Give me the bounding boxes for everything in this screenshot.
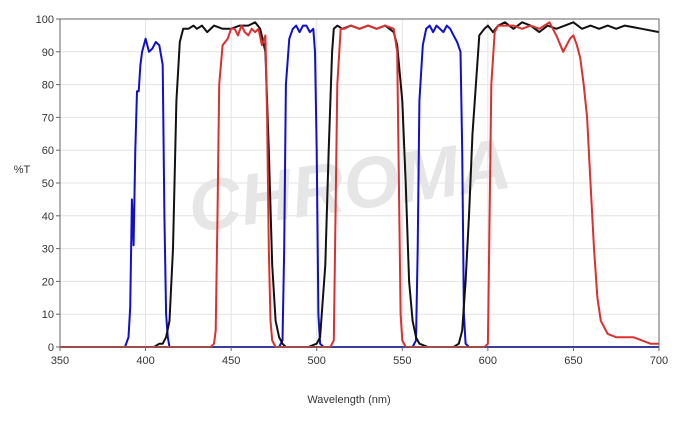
x-tick-label: 600 bbox=[479, 355, 497, 367]
x-axis-ticks: 350 400 450 500 550 600 650 700 bbox=[51, 347, 668, 367]
y-axis-ticks: 0 10 20 30 40 50 60 70 80 90 100 bbox=[36, 14, 60, 354]
x-tick-label: 550 bbox=[393, 355, 411, 367]
x-tick-label: 700 bbox=[650, 355, 668, 367]
watermark-text: CHROMA bbox=[183, 124, 515, 248]
x-tick-label: 650 bbox=[564, 355, 582, 367]
x-tick-label: 450 bbox=[222, 355, 240, 367]
y-tick-label: 20 bbox=[42, 276, 54, 288]
y-tick-label: 40 bbox=[42, 211, 54, 223]
y-tick-label: 90 bbox=[42, 47, 54, 59]
y-tick-label: 70 bbox=[42, 112, 54, 124]
y-tick-label: 30 bbox=[42, 244, 54, 256]
series-lines bbox=[60, 21, 660, 348]
x-tick-label: 500 bbox=[308, 355, 326, 367]
x-tick-label: 400 bbox=[136, 355, 154, 367]
grid-lines bbox=[59, 18, 660, 348]
y-axis-label: %T bbox=[14, 164, 31, 176]
y-tick-label: 10 bbox=[42, 309, 54, 321]
x-axis-label: Wavelength (nm) bbox=[307, 394, 390, 406]
y-tick-label: 50 bbox=[42, 178, 54, 190]
series-line-1 bbox=[60, 24, 659, 348]
series-line-3 bbox=[60, 21, 659, 348]
y-tick-label: 100 bbox=[36, 14, 54, 26]
x-tick-label: 350 bbox=[51, 355, 69, 367]
y-tick-label: 0 bbox=[48, 342, 54, 354]
y-tick-label: 60 bbox=[42, 145, 54, 157]
y-tick-label: 80 bbox=[42, 80, 54, 92]
